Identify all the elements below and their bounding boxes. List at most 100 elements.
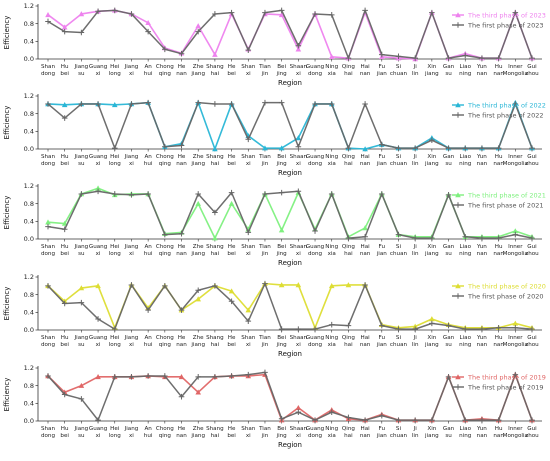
x-tick-label-line: Zhe: [193, 335, 204, 341]
x-tick-label: Fu jian: [376, 154, 388, 167]
data-point: [479, 417, 485, 423]
x-tick-label-line: dong: [41, 161, 56, 167]
x-tick-label-line: su: [445, 342, 452, 348]
x-tick-label-line: Qing: [342, 154, 356, 160]
data-point: [429, 137, 435, 143]
legend-marker: [455, 192, 461, 198]
data-point: [195, 374, 202, 380]
x-tick-label: Zhe jiang: [190, 426, 205, 439]
data-point: [495, 417, 502, 423]
x-tick-label-line: su: [445, 71, 452, 77]
data-point: [312, 417, 318, 423]
data-point: [45, 373, 51, 379]
x-axis-label: Region: [278, 169, 302, 177]
x-tick-label-line: Hu: [495, 426, 503, 432]
x-tick-label-line: Zhe: [193, 154, 204, 160]
data-point: [111, 191, 118, 197]
data-point: [512, 228, 519, 234]
x-tick-label-line: Mongolia: [503, 342, 528, 348]
data-point: [529, 55, 535, 61]
x-tick-label-line: nan: [360, 251, 371, 257]
y-tick-label: 0.4: [24, 309, 34, 317]
data-point: [412, 323, 418, 329]
x-tick-label: Bei jing: [276, 154, 288, 167]
data-point: [95, 283, 101, 289]
x-tick-label: Gui zhou: [525, 426, 539, 439]
x-tick-label-line: nan: [493, 161, 504, 167]
x-tick-label: He nan: [176, 154, 187, 167]
data-point: [445, 55, 452, 61]
x-tick-label-line: xi: [96, 251, 101, 257]
y-tick-label: 1.2: [24, 273, 34, 281]
data-point: [295, 143, 302, 150]
data-point: [78, 382, 85, 388]
x-tick-label-line: Si: [396, 154, 402, 160]
data-point: [362, 101, 368, 107]
x-tick-label-line: He: [178, 244, 186, 250]
y-axis-label: Efficiency: [3, 196, 11, 230]
x-tick-label-line: lin: [412, 433, 419, 439]
data-point: [345, 235, 352, 241]
data-point: [295, 42, 302, 49]
x-tick-label: Bei jing: [276, 244, 288, 257]
x-tick-label: Hei long: [109, 244, 122, 257]
x-tick-label-line: Liao: [459, 154, 471, 160]
x-tick-label: Gui zhou: [525, 244, 539, 257]
data-point: [412, 235, 418, 241]
x-tick-label-line: jiang: [190, 342, 205, 348]
x-tick-label-line: Zhe: [193, 244, 204, 250]
data-point: [212, 146, 218, 152]
x-tick-label-line: ning: [459, 342, 472, 348]
x-tick-label: Guang dong: [306, 64, 325, 77]
x-tick-label: Xin jiang: [424, 64, 439, 77]
legend-marker: [455, 112, 461, 118]
x-tick-label: Hu bei: [60, 64, 69, 77]
x-tick-label-line: xi: [96, 161, 101, 167]
x-tick-label-line: Shang: [206, 335, 224, 341]
x-tick-label: Yun nan: [476, 244, 488, 257]
x-tick-label-line: Mongolia: [503, 433, 528, 439]
x-tick-label-line: chuan: [390, 161, 408, 167]
x-tick-label-line: nan: [477, 161, 488, 167]
series-line-1: [47, 282, 533, 329]
x-tick-label-line: An: [144, 64, 152, 70]
x-tick-label: He nan: [176, 244, 187, 257]
x-tick-label-line: nan: [360, 433, 371, 439]
x-tick-label-line: su: [78, 251, 85, 257]
series-line-2: [47, 282, 533, 330]
x-tick-label: Yun nan: [476, 64, 488, 77]
x-tick-label-line: Jiang: [124, 64, 139, 70]
x-tick-label: Guang dong: [306, 335, 325, 348]
x-tick-label-line: nan: [176, 251, 187, 257]
x-tick-label-line: nan: [493, 71, 504, 77]
x-tick-label: He nan: [176, 64, 187, 77]
data-point: [78, 285, 85, 291]
data-point: [462, 417, 469, 423]
x-tick-label-line: Guang: [306, 154, 325, 160]
data-point: [462, 233, 469, 240]
x-tick-label-line: nan: [360, 342, 371, 348]
legend-marker: [455, 22, 461, 28]
x-tick-label-line: long: [109, 161, 122, 167]
x-tick-label-line: Ning: [325, 426, 338, 432]
x-tick-label-line: nan: [477, 251, 488, 257]
y-axis-label: Efficiency: [3, 378, 11, 412]
x-tick-label-line: hai: [211, 251, 220, 257]
x-tick-label-line: xi: [96, 342, 101, 348]
data-point: [328, 191, 335, 197]
data-point: [362, 233, 368, 240]
x-tick-label-line: Tian: [258, 64, 271, 70]
data-point: [145, 19, 151, 26]
x-tick-label: Jiang xi: [124, 244, 139, 257]
x-tick-label-line: He: [228, 426, 236, 432]
data-point: [228, 189, 235, 196]
x-tick-label-line: Jiang: [124, 335, 139, 341]
data-point: [495, 55, 502, 61]
series-line-2: [47, 190, 533, 239]
x-tick-label: Hei long: [109, 426, 122, 439]
data-point: [145, 191, 151, 197]
x-tick-label-line: He: [178, 335, 186, 341]
x-tick-label-line: xi: [246, 251, 251, 257]
